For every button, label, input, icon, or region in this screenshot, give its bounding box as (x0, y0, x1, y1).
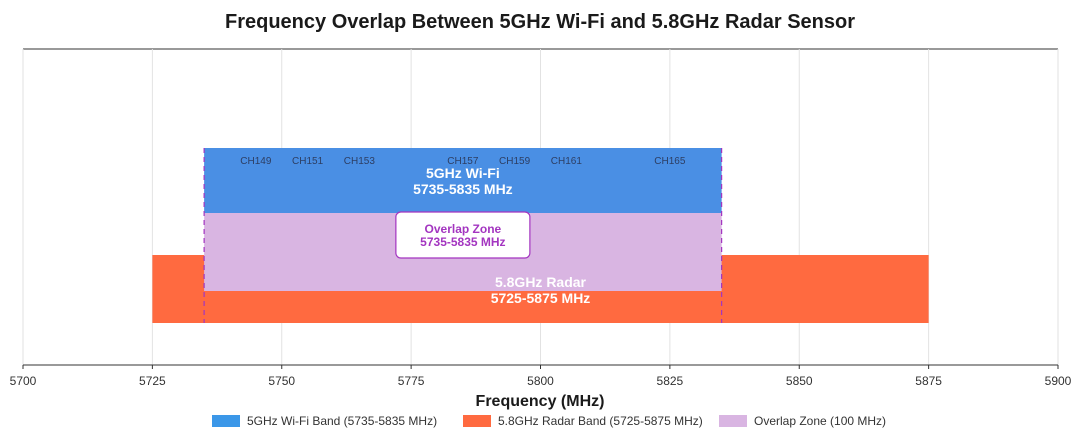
overlap-annotation-box (395, 211, 531, 259)
x-tick-label: 5825 (657, 374, 684, 388)
x-tick-label: 5875 (915, 374, 942, 388)
channel-label: CH161 (551, 156, 583, 167)
wifi-band-bar (204, 148, 722, 213)
wifi-band-range-label: 5735-5835 MHz (413, 181, 513, 197)
overlap-annotation-range: 5735-5835 MHz (420, 235, 505, 249)
chart-title: Frequency Overlap Between 5GHz Wi-Fi and… (225, 11, 855, 33)
x-tick-label: 5725 (139, 374, 166, 388)
channel-label: CH153 (344, 156, 376, 167)
legend-item-radar-swatch (463, 415, 491, 427)
wifi-band-label: 5GHz Wi-Fi (426, 165, 500, 181)
channel-label: CH157 (447, 156, 479, 167)
channel-label: CH149 (240, 156, 272, 167)
legend-item-overlap-swatch (719, 415, 747, 427)
channel-label: CH159 (499, 156, 531, 167)
x-tick-label: 5800 (527, 374, 554, 388)
x-axis-label: Frequency (MHz) (476, 393, 605, 410)
channel-label: CH165 (654, 156, 686, 167)
axis-layer: 5700 5725 5750 5775 5800 5825 5850 5875 5900 (10, 364, 1072, 388)
legend-item-wifi-label: 5GHz Wi-Fi Band (5735-5835 MHz) (247, 414, 437, 428)
x-tick-label: 5700 (10, 374, 37, 388)
legend-item-radar-label: 5.8GHz Radar Band (5725-5875 MHz) (498, 414, 703, 428)
labels-layer: CH149 CH151 CH153 CH157 CH159 CH161 CH165 5GHz … (240, 156, 686, 306)
x-tick-label: 5850 (786, 374, 813, 388)
legend: 5GHz Wi-Fi Band (5735-5835 MHz) 5.8GHz Ra… (212, 414, 886, 428)
radar-band-range-label: 5725-5875 MHz (491, 290, 591, 306)
channel-label: CH151 (292, 156, 324, 167)
legend-item-overlap-label: Overlap Zone (100 MHz) (754, 414, 886, 428)
overlap-annotation-title: Overlap Zone (425, 222, 502, 236)
legend-item-wifi-swatch (212, 415, 240, 427)
x-tick-label: 5775 (398, 374, 425, 388)
x-tick-label: 5900 (1045, 374, 1072, 388)
x-tick-label: 5750 (268, 374, 295, 388)
radar-band-label: 5.8GHz Radar (495, 274, 587, 290)
